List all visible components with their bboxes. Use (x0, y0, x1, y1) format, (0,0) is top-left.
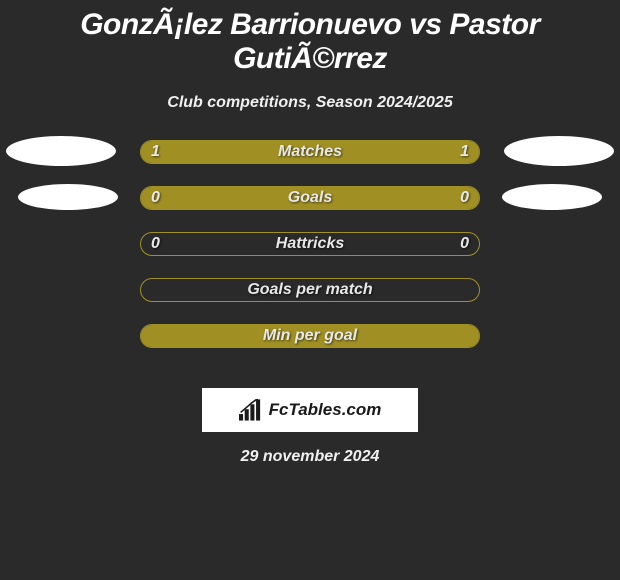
stat-bar: 1 1 Matches (140, 140, 480, 164)
avatar-right (504, 136, 614, 166)
stat-label: Goals per match (247, 281, 372, 299)
avatar-right (502, 184, 602, 210)
stat-value-right: 0 (460, 235, 469, 253)
stat-label: Hattricks (276, 235, 344, 253)
stat-row: Goals per match (0, 278, 620, 324)
stat-value-left: 0 (151, 189, 160, 207)
subtitle: Club competitions, Season 2024/2025 (0, 94, 620, 112)
page-title: GonzÃ¡lez Barrionuevo vs Pastor GutiÃ©rr… (0, 0, 620, 76)
stat-row: 0 0 Hattricks (0, 232, 620, 278)
comparison-rows: 1 1 Matches 0 0 Goals 0 0 Hattricks Goals per mat… (0, 140, 620, 370)
logo-box: FcTables.com (202, 388, 418, 432)
stat-value-left: 0 (151, 235, 160, 253)
date-line: 29 november 2024 (0, 448, 620, 466)
stat-label: Matches (278, 143, 342, 161)
bars-icon (239, 399, 265, 421)
stat-value-right: 1 (460, 143, 469, 161)
stat-bar: 0 0 Hattricks (140, 232, 480, 256)
stat-label: Min per goal (263, 327, 357, 345)
stat-label: Goals (288, 189, 332, 207)
avatar-left (18, 184, 118, 210)
stat-bar: Min per goal (140, 324, 480, 348)
avatar-left (6, 136, 116, 166)
logo-text: FcTables.com (269, 400, 382, 420)
stat-bar: Goals per match (140, 278, 480, 302)
stat-row: Min per goal (0, 324, 620, 370)
stat-value-left: 1 (151, 143, 160, 161)
stat-value-right: 0 (460, 189, 469, 207)
stat-row: 1 1 Matches (0, 140, 620, 186)
stat-row: 0 0 Goals (0, 186, 620, 232)
stat-bar: 0 0 Goals (140, 186, 480, 210)
